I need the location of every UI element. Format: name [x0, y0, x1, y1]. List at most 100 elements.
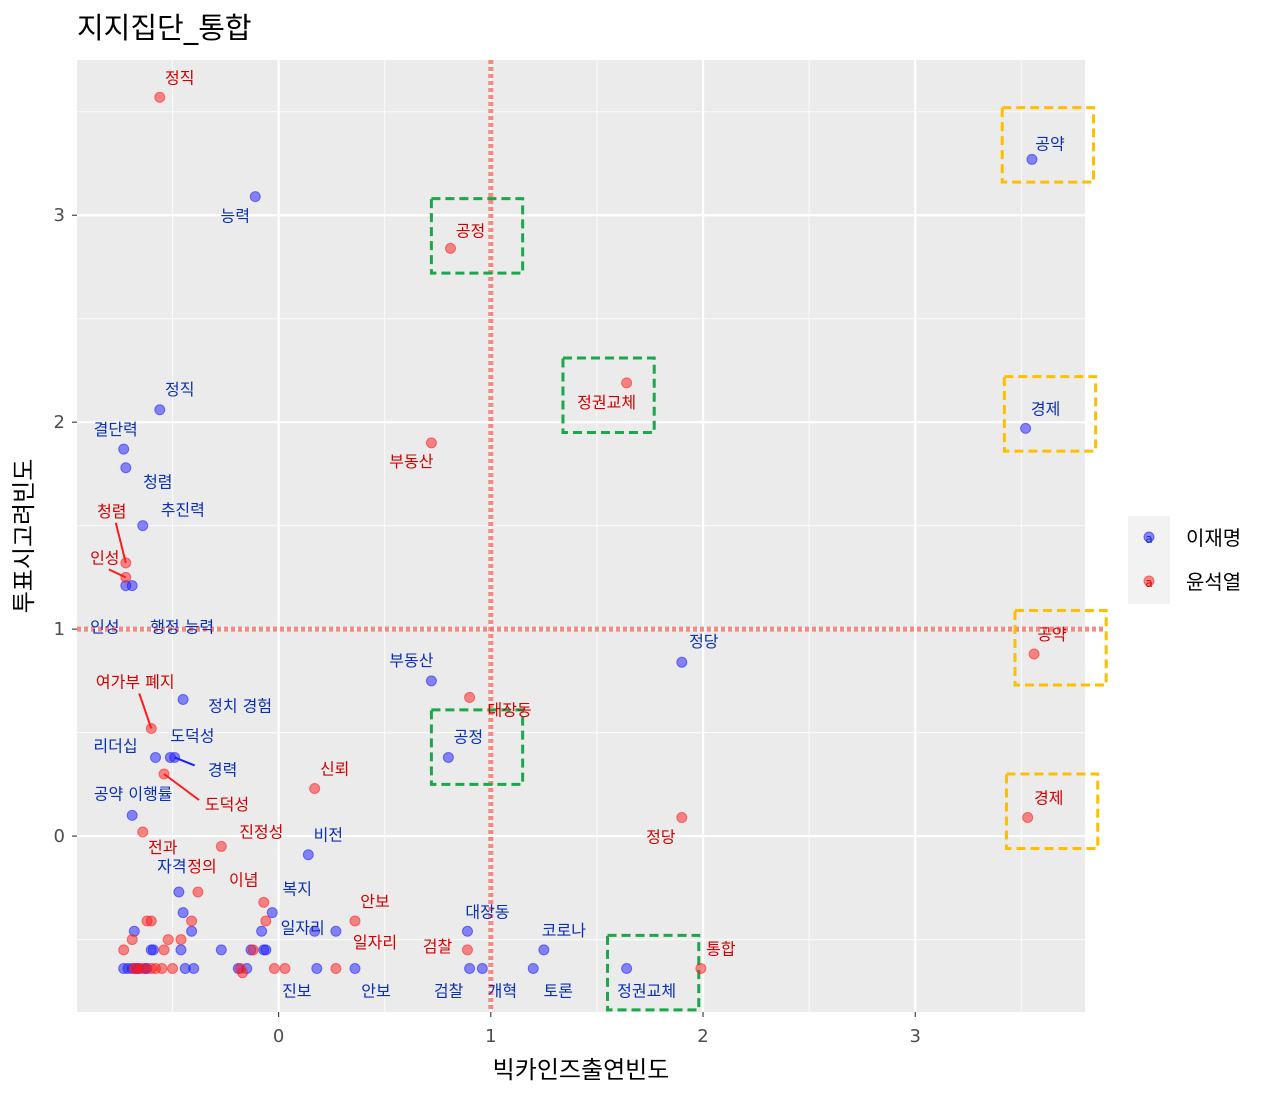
y-axis-ticks: 0 1 2 3: [54, 205, 77, 847]
point-yoon: [126, 934, 138, 946]
point-label: 대장동: [488, 700, 532, 719]
reference-lines: [77, 60, 1103, 1012]
legend-point: [1143, 575, 1155, 587]
chart-title: 지지집단_통합: [77, 11, 252, 45]
point-yoon: [309, 782, 321, 794]
point-yoon: [141, 915, 153, 927]
y-tick-label: 1: [54, 619, 65, 640]
point-yoon: [247, 944, 259, 956]
point-label: 정당: [689, 632, 719, 651]
label-leader-line: [174, 756, 195, 767]
label-leader-line: [163, 773, 200, 801]
point-label: 진보: [282, 982, 311, 1001]
point-lee: [464, 963, 476, 975]
x-axis-ticks: 0 1 2 3: [273, 1012, 921, 1047]
minor-grid: [77, 60, 1085, 1012]
point-yoon: [162, 934, 174, 946]
plot-panel: [77, 60, 1085, 1012]
highlight-boxes: [429, 106, 1108, 1012]
y-tick-label: 0: [54, 826, 65, 847]
point-label: 부동산: [389, 651, 433, 670]
point-label: 이념: [229, 870, 258, 889]
x-tick-label: 2: [697, 1026, 708, 1047]
major-grid: [77, 60, 1085, 1012]
point-label: 개혁: [488, 982, 517, 1001]
point-yoon: [621, 377, 633, 389]
point-lee: [118, 443, 130, 455]
x-tick-label: 0: [273, 1026, 284, 1047]
point-lee: [126, 809, 138, 821]
point-label: 부동산: [389, 452, 433, 471]
highlight-box: [561, 356, 656, 435]
point-lee: [120, 462, 132, 474]
point-lee: [150, 751, 162, 763]
highlight-box: [1002, 375, 1098, 453]
point-yoon: [215, 840, 227, 852]
point-lee: [311, 963, 323, 975]
point-yoon: [192, 886, 204, 898]
point-yoon: [1028, 648, 1040, 660]
point-lee: [425, 675, 437, 687]
point-yoon: [237, 967, 249, 979]
point-yoon: [464, 691, 476, 703]
point-yoon: [186, 915, 198, 927]
point-lee: [349, 963, 361, 975]
point-lee: [527, 963, 539, 975]
point-label: 공약: [1035, 134, 1065, 153]
point-label: 인성: [90, 618, 119, 637]
point-lee: [256, 925, 268, 937]
point-label: 비전: [314, 826, 343, 845]
point-yoon: [349, 915, 361, 927]
point-label: 도덕성: [170, 726, 214, 745]
point-lee: [442, 751, 454, 763]
point-lee: [309, 925, 321, 937]
point-lee: [147, 944, 159, 956]
point-label: 대장동: [465, 902, 509, 921]
point-label: 정권교체: [577, 393, 636, 412]
point-label: 공약 이행률: [94, 784, 173, 803]
point-yoon: [166, 963, 178, 975]
point-lee: [461, 925, 473, 937]
point-lee: [266, 907, 278, 919]
point-label: 공정: [456, 221, 485, 240]
legend-label: 윤석열: [1186, 570, 1241, 594]
point-lee: [177, 907, 189, 919]
point-label: 정직: [165, 380, 194, 399]
point-lee: [302, 849, 314, 861]
point-lee: [137, 520, 149, 532]
point-lee: [1026, 153, 1038, 165]
highlight-box: [429, 708, 525, 786]
point-label: 일자리: [281, 918, 325, 937]
point-lee: [126, 580, 138, 592]
point-lee: [538, 944, 550, 956]
point-yoon: [268, 963, 280, 975]
point-lee: [249, 191, 261, 203]
point-label: 진정성: [239, 822, 283, 841]
point-label: 리더십: [93, 736, 137, 755]
point-yoon: [461, 944, 473, 956]
point-label: 여가부 폐지: [96, 672, 175, 691]
point-label: 전과: [148, 838, 178, 857]
data-points: [118, 91, 1040, 979]
point-yoon: [695, 963, 707, 975]
point-label: 정직: [165, 68, 194, 87]
point-lee: [260, 944, 272, 956]
point-lee: [118, 963, 130, 975]
point-yoon: [425, 437, 437, 449]
highlight-box: [429, 197, 525, 275]
legend-label: 이재명: [1186, 526, 1241, 550]
legend-text-key: a: [1145, 532, 1152, 546]
point-label: 정당: [646, 827, 676, 846]
point-lee: [175, 944, 187, 956]
point-label: 정치 경험: [208, 696, 272, 715]
y-tick-label: 3: [54, 205, 65, 226]
point-label: 능력: [221, 207, 250, 226]
point-lee: [330, 925, 342, 937]
point-lee: [173, 886, 185, 898]
point-label: 청렴: [97, 502, 126, 521]
x-axis-title: 빅카인즈출연빈도: [493, 1056, 670, 1084]
y-tick-label: 2: [54, 412, 65, 433]
label-leader-line: [108, 568, 127, 579]
